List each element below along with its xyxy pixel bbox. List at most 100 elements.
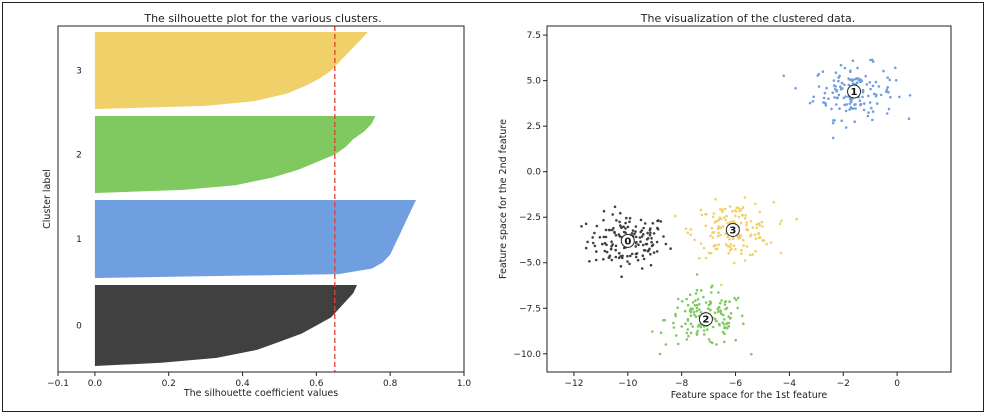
scatter-point-cluster-2 [709,340,712,344]
scatter-point-cluster-2 [695,288,699,292]
scatter-point-cluster-3 [740,221,743,225]
scatter-point-cluster-0 [648,247,651,251]
scatter-point-cluster-1 [812,95,815,99]
scatter-point-cluster-2 [688,293,692,297]
scatter-point-cluster-3 [772,200,775,204]
scatter-point-cluster-0 [624,221,627,225]
scatter-point-cluster-2 [742,322,745,326]
scatter-point-cluster-1 [850,98,854,101]
scatter-point-cluster-0 [659,220,663,223]
scatter-point-cluster-0 [646,237,650,240]
scatter-point-cluster-2 [672,326,676,329]
scatter-point-cluster-0 [634,230,637,233]
silhouette-xlabel: The silhouette coefficient values [183,388,338,399]
scatter-point-cluster-3 [735,206,738,209]
scatter-point-cluster-0 [652,251,656,254]
scatter-point-cluster-0 [613,231,616,235]
scatter-ytick-label: −2.5 [519,213,541,223]
scatter-point-cluster-1 [848,102,852,106]
scatter-ytick-label: 5.0 [527,77,542,87]
scatter-point-cluster-3 [778,222,782,226]
scatter-point-cluster-0 [641,254,645,257]
scatter-point-cluster-0 [649,263,653,267]
scatter-point-cluster-0 [604,235,608,239]
scatter-point-cluster-2 [711,284,714,288]
silhouette-xtick-label: −0.1 [47,379,69,389]
scatter-point-cluster-1 [871,60,875,63]
scatter-point-cluster-0 [637,243,640,247]
scatter-point-cluster-1 [838,74,841,78]
scatter-point-cluster-3 [704,256,708,260]
scatter-point-cluster-0 [642,226,645,230]
scatter-point-cluster-0 [648,233,652,237]
scatter-point-cluster-0 [628,216,632,220]
scatter-point-cluster-1 [855,81,859,84]
scatter-point-cluster-1 [867,94,870,98]
scatter-point-cluster-3 [755,226,758,230]
scatter-point-cluster-2 [733,296,736,300]
scatter-point-cluster-2 [718,301,722,305]
scatter-point-cluster-1 [859,78,863,82]
scatter-point-cluster-3 [728,238,731,241]
scatter-point-cluster-0 [618,251,621,255]
scatter-point-cluster-1 [861,88,865,92]
scatter-point-cluster-0 [614,255,618,259]
scatter-point-cluster-1 [859,103,862,107]
scatter-point-cluster-0 [626,225,630,229]
scatter-point-cluster-3 [732,261,736,265]
scatter-point-cluster-1 [831,121,835,125]
scatter-point-cluster-2 [727,325,730,328]
scatter-point-cluster-1 [833,119,836,122]
silhouette-xtick-label: 0.8 [383,379,398,389]
scatter-point-cluster-2 [683,309,687,313]
scatter-point-cluster-3 [758,223,761,227]
scatter-point-cluster-3 [754,249,757,253]
scatter-x-ticks: −12 −10 −8 −6 −4 −2 0 [564,372,900,389]
scatter-point-cluster-2 [729,316,732,320]
scatter-point-cluster-2 [686,317,690,321]
scatter-point-cluster-3 [731,219,735,223]
scatter-point-cluster-3 [710,226,714,230]
scatter-centers: 0 1 2 3 [620,84,862,327]
scatter-point-cluster-1 [851,59,855,62]
scatter-point-cluster-0 [639,240,642,243]
scatter-point-cluster-1 [855,77,859,80]
scatter-point-cluster-1 [870,106,873,110]
scatter-point-cluster-2 [719,309,722,312]
silhouette-xtick-label: 0.6 [309,379,324,389]
scatter-point-cluster-3 [698,256,701,260]
scatter-ytick-label: 7.5 [527,31,541,41]
scatter-point-cluster-1 [834,71,838,74]
scatter-point-cluster-2 [694,315,698,319]
scatter-point-cluster-3 [734,209,738,213]
cluster-center-label-3: 3 [729,225,736,236]
scatter-point-cluster-0 [634,245,637,248]
scatter-xtick-label: −8 [675,379,689,389]
scatter-point-cluster-3 [729,243,732,246]
scatter-point-cluster-3 [702,246,706,250]
scatter-point-cluster-1 [863,102,866,105]
scatter-point-cluster-3 [749,220,753,223]
scatter-point-cluster-3 [723,207,727,211]
scatter-point-cluster-0 [602,218,605,222]
silhouette-cluster-labels: 0 1 2 3 [76,67,82,332]
scatter-point-cluster-0 [602,209,606,213]
scatter-xtick-label: 0 [894,379,900,389]
scatter-point-cluster-0 [651,222,655,225]
scatter-point-cluster-2 [723,300,727,304]
cluster-label-1: 1 [76,235,82,245]
scatter-point-cluster-1 [853,120,856,123]
scatter-point-cluster-2 [681,300,684,303]
scatter-point-cluster-0 [640,235,644,238]
scatter-point-cluster-2 [664,343,668,346]
scatter-xtick-label: −6 [729,379,743,389]
scatter-point-cluster-1 [856,66,859,70]
scatter-point-cluster-1 [888,78,892,82]
scatter-point-cluster-1 [875,102,879,105]
scatter-point-cluster-3 [716,219,720,223]
scatter-point-cluster-1 [837,93,841,97]
scatter-point-cluster-0 [646,231,649,235]
scatter-point-cluster-2 [736,306,739,310]
cluster-center-1 [847,84,862,99]
scatter-point-cluster-0 [608,256,611,259]
